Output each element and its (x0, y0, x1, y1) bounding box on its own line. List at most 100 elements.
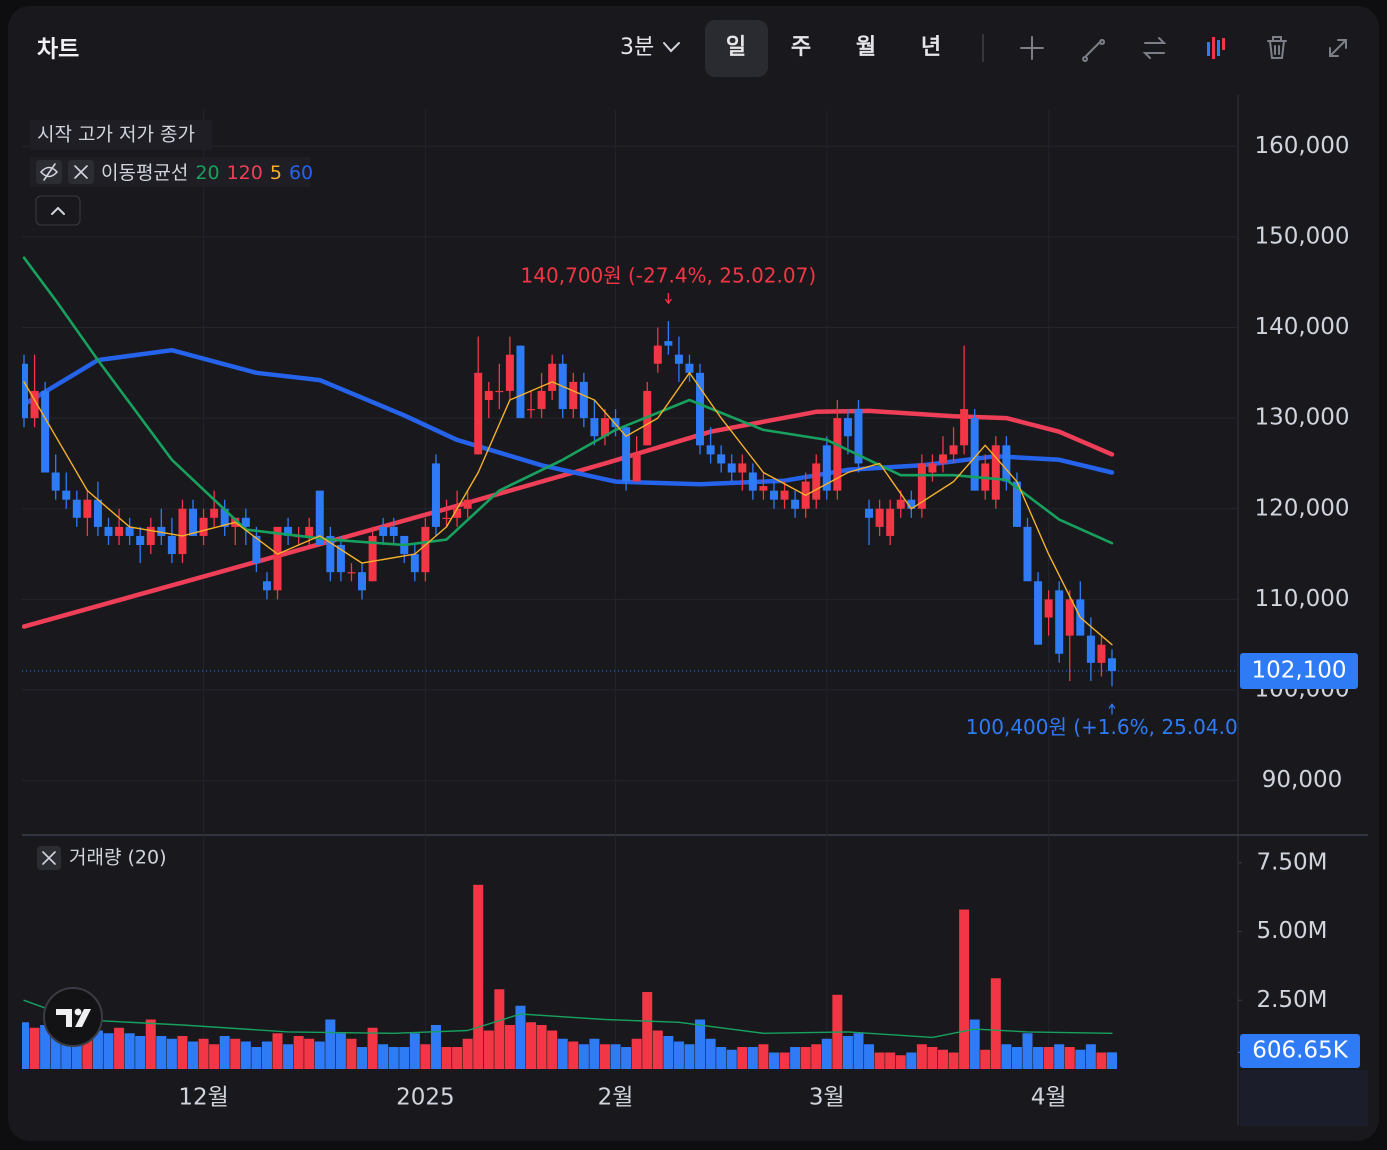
delete-icon[interactable] (1267, 36, 1287, 59)
volume-bar (483, 1030, 494, 1069)
volume-bar (420, 1044, 431, 1069)
candle-body (41, 390, 50, 473)
interval-select[interactable]: 3분 (620, 35, 654, 60)
candle-body (220, 508, 229, 527)
candle-body (569, 381, 578, 410)
y-tick-label: 120,000 (1254, 495, 1349, 521)
candle-body (115, 526, 124, 536)
collapse-button[interactable] (35, 195, 81, 226)
volume-bar (1033, 1047, 1044, 1069)
volume-bar (399, 1047, 410, 1069)
candle-body (453, 508, 462, 518)
volume-bar (473, 884, 484, 1069)
volume-bar (209, 1044, 220, 1069)
candle-body (600, 418, 609, 437)
volume-bar (188, 1041, 199, 1069)
volume-bar (990, 978, 1001, 1069)
candle-body (262, 581, 271, 591)
tab[interactable]: 년 (921, 35, 941, 60)
volume-bar (50, 1019, 61, 1069)
tab[interactable]: 일 (726, 35, 746, 60)
candle-body (305, 526, 314, 536)
y-tick-label: 160,000 (1254, 133, 1349, 159)
y-tick-label: 2.50M (1256, 987, 1327, 1013)
current-volume-label: 606.65K (1252, 1038, 1348, 1064)
volume-bar (1064, 1047, 1075, 1069)
candle-body (1055, 590, 1064, 654)
volume-bar (135, 1036, 146, 1069)
candle-body (960, 409, 969, 446)
candle-body (210, 508, 219, 518)
candle-body (389, 526, 398, 536)
volume-bar (1011, 1047, 1022, 1069)
volume-bar (853, 1033, 864, 1069)
candle-body (167, 535, 176, 555)
volume-bar (145, 1019, 156, 1069)
add-icon[interactable] (1020, 36, 1044, 60)
volume-bar (652, 1030, 663, 1069)
volume-bar (452, 1047, 463, 1069)
eye-off-icon[interactable] (39, 163, 59, 181)
y-tick-label: 7.50M (1256, 849, 1327, 875)
close-icon[interactable] (42, 851, 56, 865)
candle-body (907, 499, 916, 509)
candle-body (622, 427, 631, 482)
volume-bar (40, 1025, 51, 1069)
candle-body (516, 345, 525, 419)
y-tick-label: 140,000 (1254, 314, 1349, 340)
candle-body (315, 490, 324, 545)
ma-line (22, 347, 1115, 487)
tab-selected[interactable] (705, 20, 768, 77)
volume-bar (631, 1038, 642, 1069)
draw-icon[interactable] (1082, 39, 1106, 62)
close-icon[interactable] (74, 165, 88, 179)
volume-bar (705, 1038, 716, 1069)
volume-bar (124, 1033, 135, 1069)
volume-bar (916, 1044, 927, 1069)
candle-body (189, 508, 198, 536)
tab[interactable]: 주 (791, 35, 811, 60)
candle-body (886, 508, 895, 536)
compare-icon[interactable] (1142, 37, 1167, 59)
volume-bar (557, 1038, 568, 1069)
volume-bar (684, 1044, 695, 1069)
candle-body (1012, 481, 1021, 527)
volume-bar (747, 1047, 758, 1069)
tab[interactable]: 월 (856, 35, 876, 60)
volume-bar (716, 1047, 727, 1069)
candle-body (484, 390, 493, 400)
candle-body (241, 517, 250, 527)
volume-bar (1043, 1047, 1054, 1069)
fullscreen-icon[interactable] (1329, 39, 1347, 57)
volume-bar (156, 1036, 167, 1069)
current-volume-tag (1240, 1034, 1360, 1068)
candle-body (822, 445, 831, 491)
volume-bar (663, 1036, 674, 1069)
volume-bar (811, 1044, 822, 1069)
candle-body (495, 390, 504, 393)
volume-bar (526, 1022, 537, 1069)
volume-bar (842, 1036, 853, 1069)
candle-body (674, 354, 683, 364)
candle-body (104, 526, 113, 536)
volume-bar (198, 1038, 209, 1069)
volume-bar (314, 1041, 325, 1069)
candle-body (83, 499, 92, 518)
volume-bar (885, 1052, 896, 1069)
ma-legend-entry: 60 (289, 162, 313, 184)
volume-pane (22, 884, 1117, 1069)
volume-bar (948, 1052, 959, 1069)
candle-body (748, 472, 757, 491)
candle-body (579, 381, 588, 419)
candle-body (759, 486, 768, 491)
chevron-up[interactable] (51, 206, 65, 215)
logo[interactable] (43, 987, 103, 1047)
volume-bar (103, 1033, 114, 1069)
chevron-down[interactable] (663, 42, 680, 53)
candle-body (1065, 599, 1074, 636)
volume-bar (71, 1030, 82, 1069)
ma-line (23, 372, 1113, 646)
price-pane: 140,700원 (-27.4%, 25.02.07) 100,400원 (+1.… (22, 256, 1238, 739)
volume-bar (504, 1025, 515, 1069)
chart-type-icon[interactable] (1207, 37, 1225, 59)
